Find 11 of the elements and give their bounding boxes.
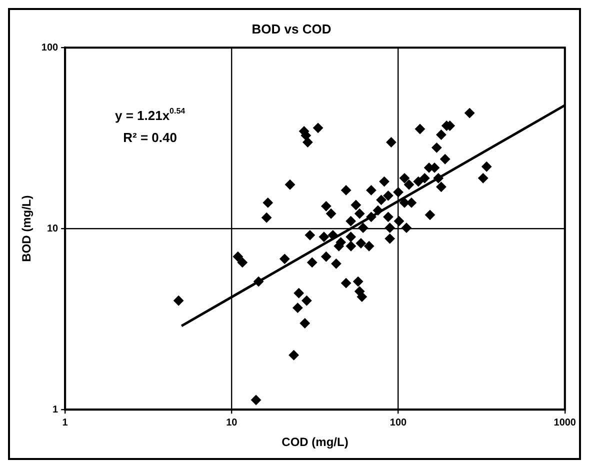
x-tick-label: 1000 — [554, 417, 576, 428]
x-axis-title: COD (mg/L) — [282, 435, 348, 450]
annotation: R² = 0.40 — [123, 130, 177, 145]
y-tick-label: 1 — [52, 404, 59, 416]
x-tick-label: 1 — [62, 417, 68, 428]
chart-title: BOD vs COD — [252, 21, 332, 36]
y-axis-title: BOD (mg/L) — [20, 195, 34, 262]
x-tick-label: 100 — [390, 417, 408, 428]
y-tick-label: 100 — [41, 42, 59, 54]
x-tick-label: 10 — [226, 417, 238, 428]
y-tick-label: 10 — [46, 223, 59, 234]
